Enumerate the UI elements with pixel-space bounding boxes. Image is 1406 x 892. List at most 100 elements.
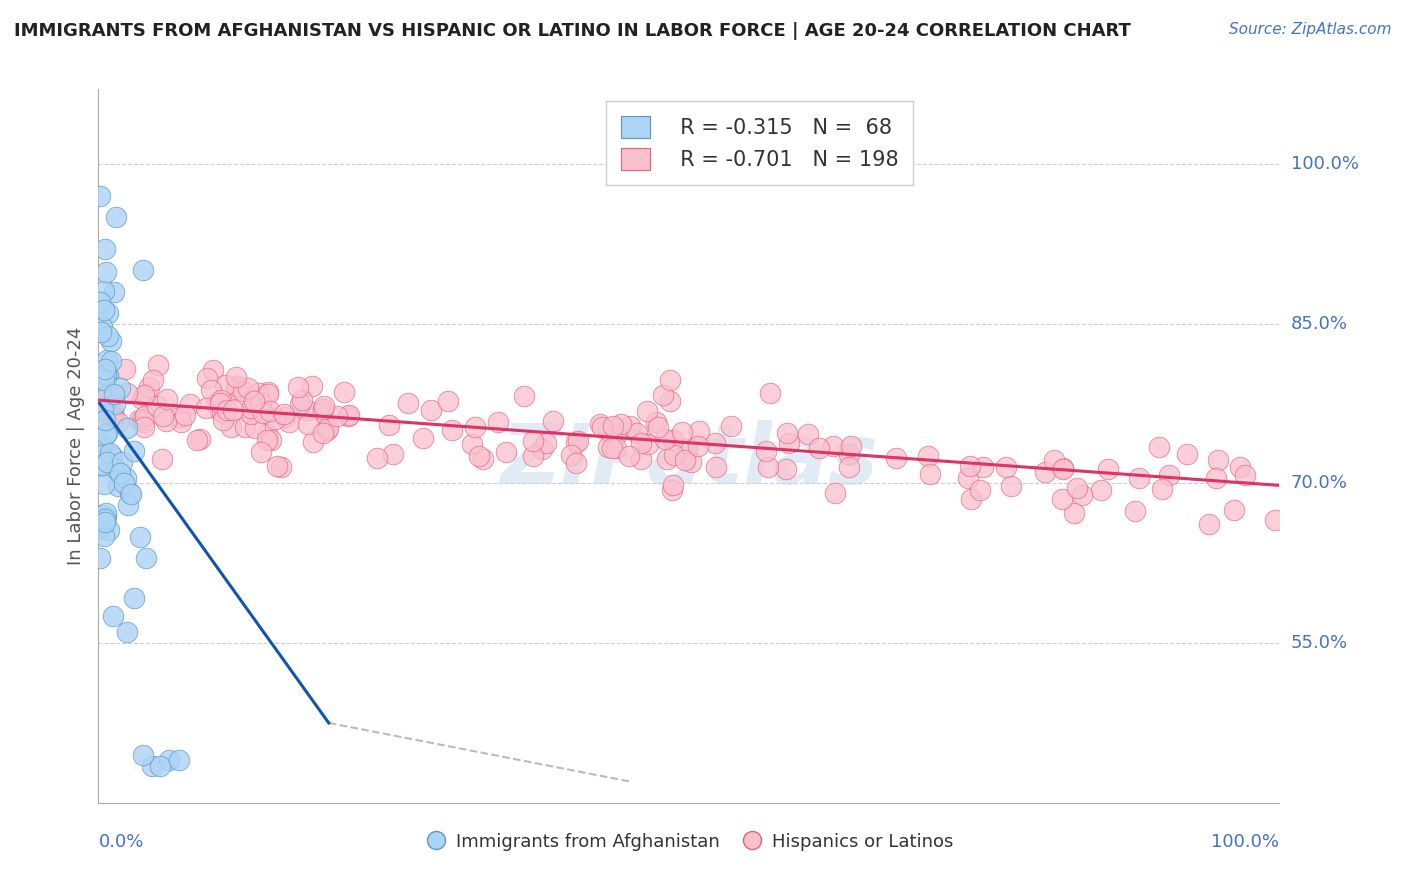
Point	[461, 437, 484, 451]
Point	[301, 435, 323, 450]
Point	[101, 450, 124, 464]
Point	[316, 421, 339, 435]
Point	[94, 369, 117, 384]
Text: 70.0%: 70.0%	[1291, 475, 1347, 492]
Point	[98, 445, 121, 459]
Point	[219, 419, 242, 434]
Point	[90, 448, 112, 462]
Point	[312, 402, 335, 417]
Point	[1159, 468, 1181, 483]
Point	[1147, 440, 1170, 454]
Point	[688, 439, 710, 453]
Point	[495, 444, 517, 458]
Point	[336, 409, 359, 424]
Point	[90, 450, 112, 464]
Text: 55.0%: 55.0%	[1291, 634, 1348, 652]
Point	[637, 404, 659, 418]
Point	[610, 417, 633, 432]
Point	[141, 758, 163, 772]
Point	[565, 456, 588, 470]
Point	[839, 439, 862, 453]
Point	[274, 410, 297, 425]
Point	[658, 373, 681, 387]
Point	[602, 441, 624, 455]
Point	[195, 401, 218, 416]
Point	[89, 438, 111, 452]
Point	[90, 521, 112, 535]
Point	[486, 415, 509, 429]
Point	[250, 396, 273, 410]
Point	[146, 358, 169, 372]
Point	[775, 462, 797, 476]
Point	[232, 384, 254, 398]
Point	[221, 403, 243, 417]
Point	[101, 409, 124, 423]
Point	[256, 426, 278, 441]
Point	[644, 415, 666, 429]
Point	[138, 380, 160, 394]
Point	[96, 306, 118, 320]
Point	[225, 370, 247, 384]
Point	[605, 427, 627, 442]
Point	[315, 423, 337, 437]
Point	[93, 413, 115, 427]
Point	[208, 395, 231, 409]
Point	[534, 436, 557, 450]
Point	[917, 449, 939, 463]
Point	[704, 459, 727, 474]
Point	[91, 458, 114, 473]
Point	[671, 425, 693, 440]
Point	[382, 446, 405, 460]
Point	[259, 403, 281, 417]
Point	[273, 407, 295, 421]
Point	[225, 382, 247, 396]
Point	[107, 416, 129, 430]
Point	[312, 425, 335, 440]
Point	[97, 368, 120, 382]
Point	[1206, 452, 1229, 467]
Point	[755, 444, 778, 458]
Point	[759, 385, 782, 400]
Point	[464, 419, 486, 434]
Point	[239, 407, 262, 421]
Point	[1043, 453, 1066, 467]
Point	[225, 379, 247, 393]
Point	[90, 364, 112, 378]
Point	[204, 397, 226, 411]
Point	[128, 529, 150, 543]
Point	[118, 486, 141, 500]
Point	[1052, 460, 1074, 475]
Point	[688, 424, 710, 438]
Point	[91, 508, 114, 522]
Point	[823, 439, 845, 453]
Point	[541, 414, 564, 428]
Point	[530, 442, 553, 456]
Point	[135, 550, 157, 565]
Point	[661, 483, 683, 497]
Point	[188, 432, 211, 446]
Point	[211, 405, 233, 419]
Point	[150, 451, 173, 466]
Text: IMMIGRANTS FROM AFGHANISTAN VS HISPANIC OR LATINO IN LABOR FORCE | AGE 20-24 COR: IMMIGRANTS FROM AFGHANISTAN VS HISPANIC …	[14, 22, 1130, 40]
Text: 0.0%: 0.0%	[98, 833, 143, 851]
Point	[1033, 465, 1056, 479]
Point	[242, 392, 264, 407]
Point	[233, 420, 256, 434]
Point	[94, 242, 117, 256]
Point	[366, 450, 388, 465]
Point	[266, 459, 288, 474]
Point	[675, 442, 697, 457]
Point	[1052, 462, 1074, 476]
Point	[96, 353, 118, 368]
Point	[564, 434, 586, 449]
Point	[311, 404, 333, 418]
Point	[94, 264, 117, 278]
Point	[90, 326, 112, 340]
Point	[412, 431, 434, 445]
Point	[149, 758, 172, 772]
Point	[1090, 483, 1112, 498]
Point	[657, 452, 679, 467]
Point	[89, 550, 111, 565]
Point	[108, 381, 131, 395]
Point	[796, 427, 818, 442]
